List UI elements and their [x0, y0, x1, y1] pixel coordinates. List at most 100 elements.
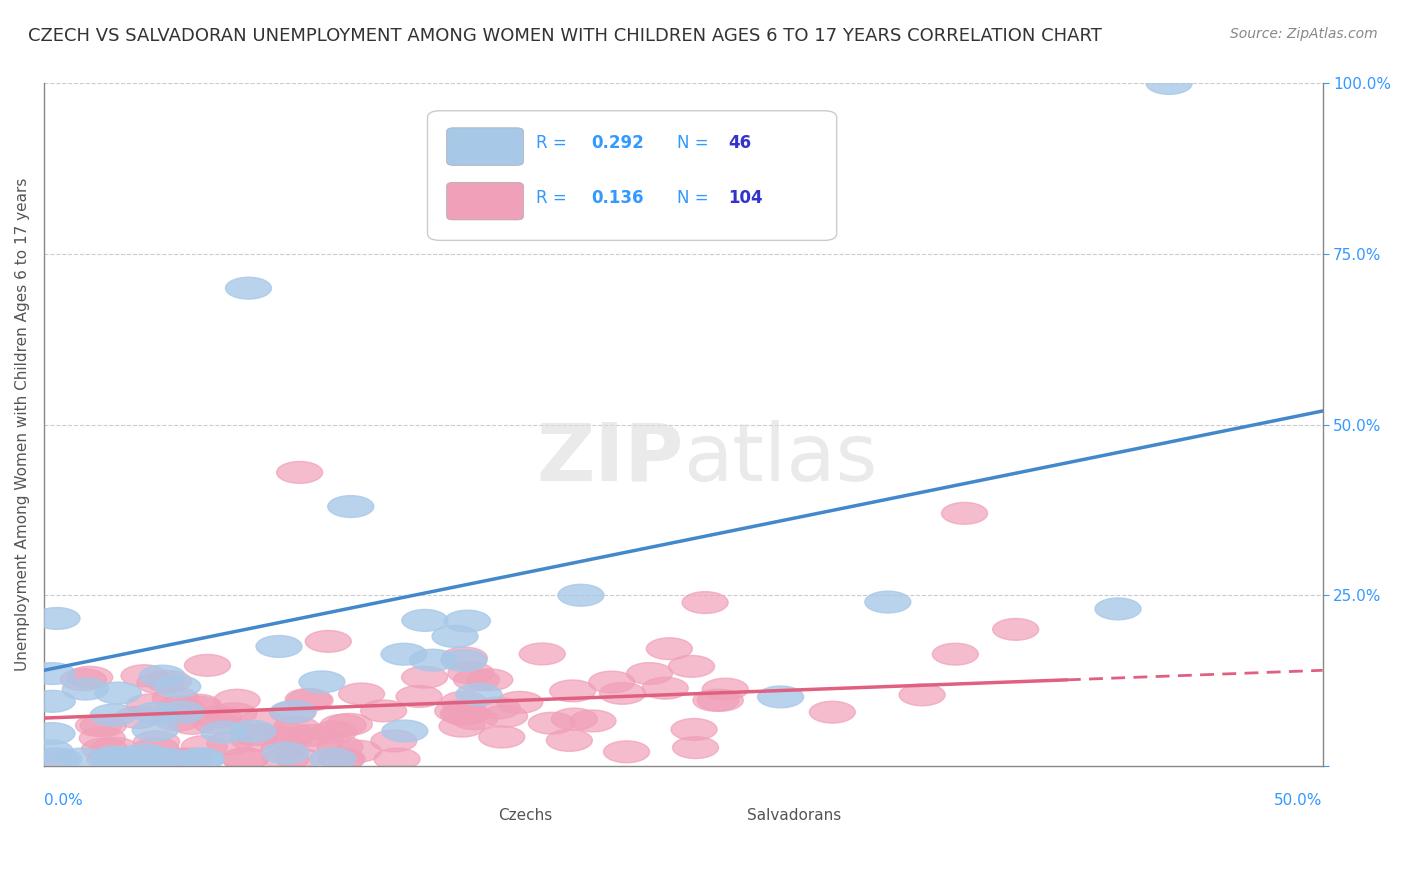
Text: Czechs: Czechs	[498, 808, 553, 823]
Ellipse shape	[432, 625, 478, 648]
Ellipse shape	[441, 691, 486, 713]
Ellipse shape	[136, 672, 183, 694]
Ellipse shape	[558, 584, 605, 607]
Ellipse shape	[87, 748, 132, 770]
Ellipse shape	[627, 663, 672, 684]
Ellipse shape	[82, 738, 128, 760]
Ellipse shape	[270, 701, 316, 723]
Ellipse shape	[195, 706, 242, 728]
Ellipse shape	[229, 721, 276, 742]
Ellipse shape	[381, 643, 427, 665]
Ellipse shape	[273, 716, 319, 739]
Ellipse shape	[671, 718, 717, 740]
Ellipse shape	[297, 731, 343, 752]
Ellipse shape	[222, 748, 267, 770]
Ellipse shape	[207, 732, 253, 755]
Ellipse shape	[643, 677, 688, 699]
Ellipse shape	[326, 714, 373, 735]
Ellipse shape	[361, 700, 406, 722]
Ellipse shape	[222, 748, 269, 770]
Ellipse shape	[672, 737, 718, 758]
Ellipse shape	[263, 742, 309, 764]
Ellipse shape	[269, 723, 315, 746]
Text: 0.0%: 0.0%	[44, 793, 83, 808]
Ellipse shape	[91, 738, 138, 759]
Ellipse shape	[287, 724, 333, 747]
Ellipse shape	[277, 461, 322, 483]
Ellipse shape	[993, 618, 1039, 640]
Ellipse shape	[454, 669, 499, 690]
Ellipse shape	[201, 721, 246, 743]
Ellipse shape	[214, 690, 260, 711]
Text: N =: N =	[676, 135, 709, 153]
Ellipse shape	[30, 723, 75, 745]
Ellipse shape	[550, 680, 596, 702]
Ellipse shape	[66, 666, 112, 689]
Ellipse shape	[932, 643, 979, 665]
Ellipse shape	[443, 703, 489, 724]
Ellipse shape	[134, 738, 179, 759]
Ellipse shape	[121, 744, 167, 765]
Ellipse shape	[232, 723, 278, 746]
Ellipse shape	[519, 643, 565, 665]
Ellipse shape	[94, 748, 139, 770]
Ellipse shape	[316, 736, 363, 758]
Ellipse shape	[157, 696, 202, 718]
FancyBboxPatch shape	[447, 128, 523, 165]
FancyBboxPatch shape	[427, 804, 492, 830]
Text: Source: ZipAtlas.com: Source: ZipAtlas.com	[1230, 27, 1378, 41]
Text: R =: R =	[536, 189, 572, 207]
Ellipse shape	[179, 748, 225, 770]
Ellipse shape	[547, 730, 592, 751]
Text: ZIP: ZIP	[536, 420, 683, 498]
Ellipse shape	[177, 748, 224, 770]
Ellipse shape	[276, 748, 322, 770]
FancyBboxPatch shape	[447, 182, 523, 220]
Ellipse shape	[287, 690, 333, 711]
Ellipse shape	[374, 748, 420, 770]
Ellipse shape	[139, 665, 186, 687]
Ellipse shape	[225, 277, 271, 299]
Ellipse shape	[176, 697, 221, 718]
Ellipse shape	[439, 715, 485, 737]
Ellipse shape	[76, 714, 121, 736]
Ellipse shape	[184, 655, 231, 676]
Text: 0.292: 0.292	[591, 135, 644, 153]
Ellipse shape	[318, 748, 364, 770]
Ellipse shape	[551, 708, 598, 730]
Ellipse shape	[231, 729, 277, 751]
Ellipse shape	[181, 736, 228, 757]
Ellipse shape	[30, 690, 76, 712]
Ellipse shape	[211, 703, 257, 724]
Ellipse shape	[159, 698, 205, 721]
Ellipse shape	[27, 740, 73, 762]
Ellipse shape	[145, 671, 191, 692]
Ellipse shape	[444, 610, 491, 632]
Ellipse shape	[682, 591, 728, 614]
Text: Salvadorans: Salvadorans	[747, 808, 841, 823]
Ellipse shape	[440, 703, 486, 725]
Ellipse shape	[159, 701, 204, 723]
Ellipse shape	[96, 682, 141, 704]
Ellipse shape	[402, 666, 447, 688]
Ellipse shape	[321, 714, 366, 736]
Ellipse shape	[482, 706, 527, 727]
Ellipse shape	[309, 748, 356, 770]
Ellipse shape	[589, 671, 634, 693]
Text: 0.136: 0.136	[591, 189, 644, 207]
Ellipse shape	[697, 690, 744, 711]
Text: 104: 104	[728, 189, 762, 207]
Ellipse shape	[176, 694, 221, 716]
Ellipse shape	[152, 687, 198, 709]
Ellipse shape	[441, 649, 486, 672]
Ellipse shape	[34, 607, 80, 630]
Ellipse shape	[134, 731, 180, 753]
Ellipse shape	[266, 727, 312, 749]
Ellipse shape	[474, 697, 520, 719]
Ellipse shape	[319, 748, 366, 770]
Ellipse shape	[693, 690, 740, 711]
Text: 50.0%: 50.0%	[1274, 793, 1323, 808]
Ellipse shape	[865, 591, 911, 613]
Ellipse shape	[134, 748, 179, 770]
Ellipse shape	[328, 496, 374, 517]
